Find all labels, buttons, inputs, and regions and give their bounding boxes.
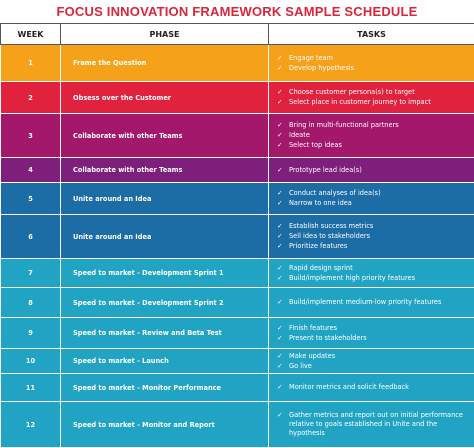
phase-cell: Speed to market - Development Sprint 1: [60, 258, 269, 288]
phase-cell: Speed to market - Monitor Performance: [60, 373, 269, 402]
week-cell: 4: [0, 157, 61, 183]
week-cell: 5: [0, 182, 61, 215]
phase-cell: Obsess over the Customer: [60, 81, 269, 114]
task-list: Gather metrics and report out on initial…: [273, 411, 470, 438]
week-cell: 1: [0, 44, 61, 82]
phase-cell: Frame the Question: [60, 44, 269, 82]
tasks-cell: Prototype lead idea(s): [268, 157, 474, 183]
task-item: Narrow to one idea: [273, 199, 470, 208]
phase-cell: Speed to market - Development Sprint 2: [60, 287, 269, 318]
task-item: Ideate: [273, 131, 470, 140]
phase-cell: Speed to market - Review and Beta Test: [60, 317, 269, 349]
task-item: Gather metrics and report out on initial…: [273, 411, 470, 438]
week-cell: 10: [0, 348, 61, 374]
task-item: Establish success metrics: [273, 222, 470, 231]
phase-cell: Collaborate with other Teams: [60, 113, 269, 158]
title: FOCUS INNOVATION FRAMEWORK SAMPLE SCHEDU…: [56, 4, 418, 19]
phase-cell: Collaborate with other Teams: [60, 157, 269, 183]
header-row: WEEK PHASE TASKS: [0, 23, 474, 45]
tasks-cell: Establish success metricsSell idea to st…: [268, 214, 474, 259]
header-cell: PHASE: [60, 23, 269, 45]
task-list: Finish featuresPresent to stakeholders: [273, 324, 470, 343]
tasks-cell: Build/implement medium-low priority feat…: [268, 287, 474, 318]
week-cell: 7: [0, 258, 61, 288]
tasks-cell: Finish featuresPresent to stakeholders: [268, 317, 474, 349]
header-cell: TASKS: [268, 23, 474, 45]
task-list: Engage teamDevelop hypothesis: [273, 54, 470, 73]
task-item: Finish features: [273, 324, 470, 333]
task-item: Select place in customer journey to impa…: [273, 98, 470, 107]
task-item: Develop hypothesis: [273, 64, 470, 73]
task-item: Prioritize features: [273, 242, 470, 251]
tasks-cell: Bring in multi-functional partnersIdeate…: [268, 113, 474, 158]
task-item: Choose customer persona(s) to target: [273, 88, 470, 97]
tasks-cell: Monitor metrics and solicit feedback: [268, 373, 474, 402]
task-list: Conduct analyses of idea(s)Narrow to one…: [273, 189, 470, 208]
task-item: Rapid design sprint: [273, 264, 470, 273]
task-list: Make updatesGo live: [273, 352, 470, 371]
task-item: Select top ideas: [273, 141, 470, 150]
week-cell: 8: [0, 287, 61, 318]
tasks-cell: Rapid design sprintBuild/implement high …: [268, 258, 474, 288]
task-list: Build/implement medium-low priority feat…: [273, 298, 470, 307]
task-item: Sell idea to stakeholders: [273, 232, 470, 241]
task-list: Establish success metricsSell idea to st…: [273, 222, 470, 251]
task-item: Prototype lead idea(s): [273, 166, 470, 175]
header-cell: WEEK: [0, 23, 61, 45]
task-item: Present to stakeholders: [273, 334, 470, 343]
task-item: Conduct analyses of idea(s): [273, 189, 470, 198]
week-cell: 9: [0, 317, 61, 349]
task-list: Choose customer persona(s) to targetSele…: [273, 88, 470, 107]
tasks-cell: Conduct analyses of idea(s)Narrow to one…: [268, 182, 474, 215]
week-cell: 2: [0, 81, 61, 114]
task-item: Monitor metrics and solicit feedback: [273, 383, 470, 392]
task-list: Prototype lead idea(s): [273, 166, 470, 175]
tasks-cell: Choose customer persona(s) to targetSele…: [268, 81, 474, 114]
task-item: Bring in multi-functional partners: [273, 121, 470, 130]
task-list: Bring in multi-functional partnersIdeate…: [273, 121, 470, 150]
task-list: Rapid design sprintBuild/implement high …: [273, 264, 470, 283]
phase-cell: Unite around an Idea: [60, 182, 269, 215]
tasks-cell: Make updatesGo live: [268, 348, 474, 374]
task-item: Engage team: [273, 54, 470, 63]
week-cell: 12: [0, 401, 61, 448]
phase-cell: Speed to market - Monitor and Report: [60, 401, 269, 448]
task-list: Monitor metrics and solicit feedback: [273, 383, 470, 392]
phase-cell: Speed to market - Launch: [60, 348, 269, 374]
tasks-cell: Gather metrics and report out on initial…: [268, 401, 474, 448]
task-item: Build/implement medium-low priority feat…: [273, 298, 470, 307]
tasks-cell: Engage teamDevelop hypothesis: [268, 44, 474, 82]
task-item: Build/implement high priority features: [273, 274, 470, 283]
week-cell: 11: [0, 373, 61, 402]
week-cell: 3: [0, 113, 61, 158]
week-cell: 6: [0, 214, 61, 259]
phase-cell: Unite around an Idea: [60, 214, 269, 259]
task-item: Go live: [273, 362, 470, 371]
task-item: Make updates: [273, 352, 470, 361]
